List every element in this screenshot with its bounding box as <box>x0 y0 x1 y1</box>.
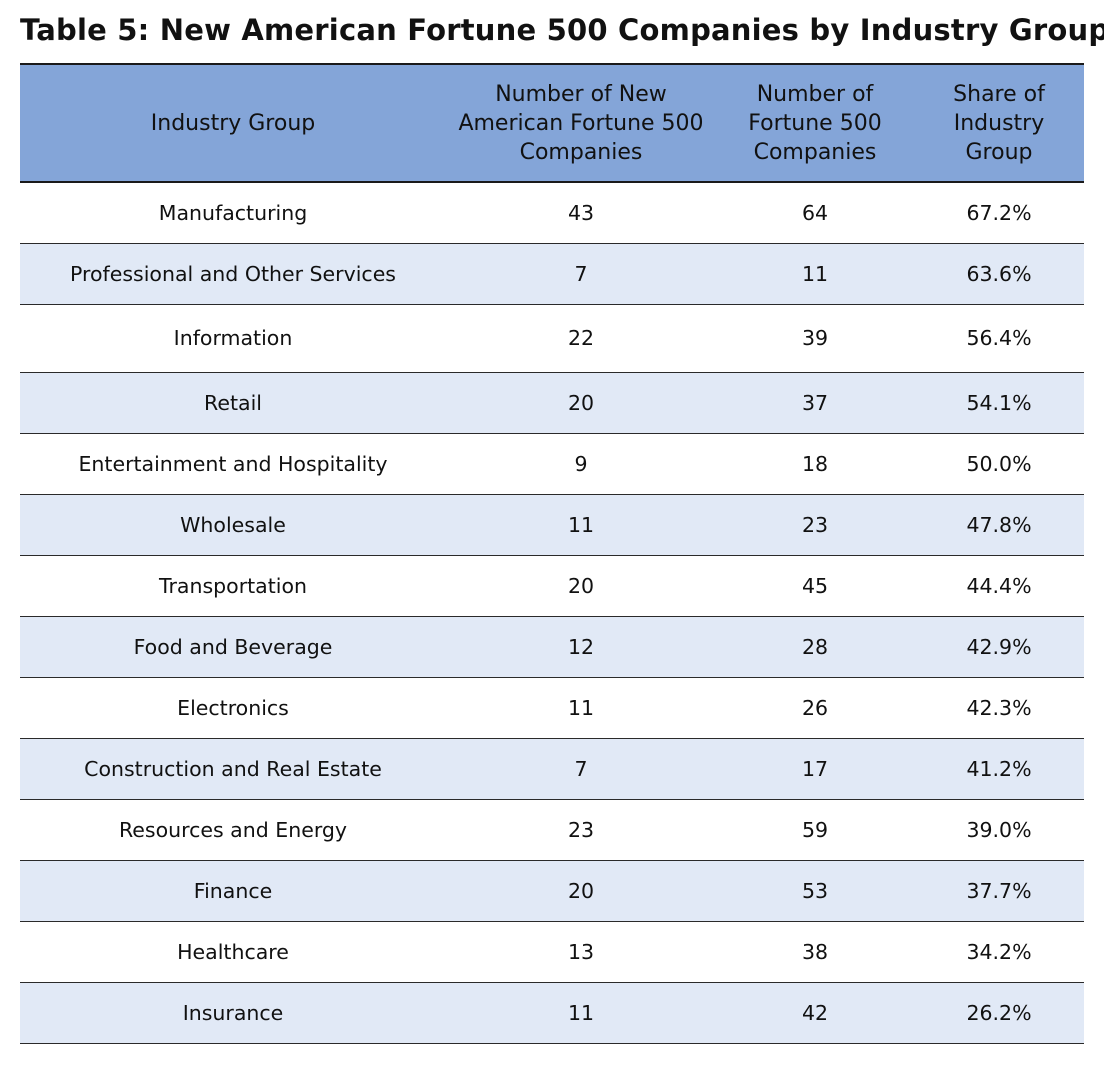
new-american-count-cell: 11 <box>446 494 716 556</box>
table-row: Food and Beverage 12 28 42.9% <box>20 616 1084 678</box>
header-row: Industry Group Number of New American Fo… <box>20 63 1084 183</box>
new-american-count-cell: 20 <box>446 860 716 922</box>
share-cell: 63.6% <box>914 243 1084 305</box>
table-row: Construction and Real Estate 7 17 41.2% <box>20 738 1084 800</box>
share-cell: 42.9% <box>914 616 1084 678</box>
fortune-500-count-cell: 45 <box>716 555 914 617</box>
table-row: Retail 20 37 54.1% <box>20 372 1084 434</box>
industry-group-cell: Healthcare <box>20 921 446 983</box>
new-american-count-cell: 9 <box>446 433 716 495</box>
fortune-500-count-cell: 11 <box>716 243 914 305</box>
table-row: Professional and Other Services 7 11 63.… <box>20 243 1084 305</box>
industry-group-cell: Retail <box>20 372 446 434</box>
industry-group-cell: Wholesale <box>20 494 446 556</box>
new-american-count-cell: 11 <box>446 677 716 739</box>
fortune-500-count-cell: 28 <box>716 616 914 678</box>
share-cell: 47.8% <box>914 494 1084 556</box>
fortune-500-count-cell: 53 <box>716 860 914 922</box>
share-cell: 54.1% <box>914 372 1084 434</box>
industry-group-cell: Food and Beverage <box>20 616 446 678</box>
fortune-500-count-cell: 64 <box>716 182 914 244</box>
table-row: Resources and Energy 23 59 39.0% <box>20 799 1084 861</box>
new-american-count-cell: 20 <box>446 372 716 434</box>
new-american-count-cell: 22 <box>446 304 716 373</box>
industry-group-cell: Manufacturing <box>20 182 446 244</box>
new-american-count-cell: 7 <box>446 738 716 800</box>
industry-group-cell: Transportation <box>20 555 446 617</box>
table-row: Finance 20 53 37.7% <box>20 860 1084 922</box>
new-american-count-cell: 7 <box>446 243 716 305</box>
fortune-500-count-cell: 18 <box>716 433 914 495</box>
share-cell: 67.2% <box>914 182 1084 244</box>
share-cell: 56.4% <box>914 304 1084 373</box>
column-header-share: Share of Industry Group <box>914 63 1084 183</box>
table-row: Information 22 39 56.4% <box>20 304 1084 373</box>
column-header-industry-group: Industry Group <box>20 63 446 183</box>
fortune-500-count-cell: 17 <box>716 738 914 800</box>
table-body: Manufacturing 43 64 67.2% Professional a… <box>20 182 1084 1044</box>
fortune-500-count-cell: 26 <box>716 677 914 739</box>
share-cell: 44.4% <box>914 555 1084 617</box>
table-title: Table 5: New American Fortune 500 Compan… <box>20 13 1104 47</box>
industry-group-cell: Finance <box>20 860 446 922</box>
fortune-500-count-cell: 42 <box>716 982 914 1044</box>
fortune-500-count-cell: 38 <box>716 921 914 983</box>
table-row: Entertainment and Hospitality 9 18 50.0% <box>20 433 1084 495</box>
table-row: Wholesale 11 23 47.8% <box>20 494 1084 556</box>
column-header-fortune-500-count: Number of Fortune 500 Companies <box>716 63 914 183</box>
table-row: Electronics 11 26 42.3% <box>20 677 1084 739</box>
share-cell: 37.7% <box>914 860 1084 922</box>
share-cell: 39.0% <box>914 799 1084 861</box>
fortune-500-count-cell: 23 <box>716 494 914 556</box>
industry-group-cell: Professional and Other Services <box>20 243 446 305</box>
table-row: Healthcare 13 38 34.2% <box>20 921 1084 983</box>
industry-group-cell: Insurance <box>20 982 446 1044</box>
new-american-count-cell: 11 <box>446 982 716 1044</box>
new-american-count-cell: 43 <box>446 182 716 244</box>
table-row: Manufacturing 43 64 67.2% <box>20 182 1084 244</box>
share-cell: 42.3% <box>914 677 1084 739</box>
share-cell: 50.0% <box>914 433 1084 495</box>
new-american-count-cell: 23 <box>446 799 716 861</box>
new-american-count-cell: 20 <box>446 555 716 617</box>
industry-group-cell: Electronics <box>20 677 446 739</box>
share-cell: 26.2% <box>914 982 1084 1044</box>
share-cell: 41.2% <box>914 738 1084 800</box>
fortune-500-count-cell: 59 <box>716 799 914 861</box>
table-row: Insurance 11 42 26.2% <box>20 982 1084 1044</box>
industry-group-cell: Construction and Real Estate <box>20 738 446 800</box>
column-header-new-american-count: Number of New American Fortune 500 Compa… <box>446 63 716 183</box>
industry-table: Industry Group Number of New American Fo… <box>20 63 1084 1044</box>
industry-group-cell: Resources and Energy <box>20 799 446 861</box>
industry-group-cell: Entertainment and Hospitality <box>20 433 446 495</box>
industry-group-cell: Information <box>20 304 446 373</box>
share-cell: 34.2% <box>914 921 1084 983</box>
table-row: Transportation 20 45 44.4% <box>20 555 1084 617</box>
table-header: Industry Group Number of New American Fo… <box>20 63 1084 183</box>
fortune-500-count-cell: 39 <box>716 304 914 373</box>
new-american-count-cell: 12 <box>446 616 716 678</box>
fortune-500-count-cell: 37 <box>716 372 914 434</box>
new-american-count-cell: 13 <box>446 921 716 983</box>
